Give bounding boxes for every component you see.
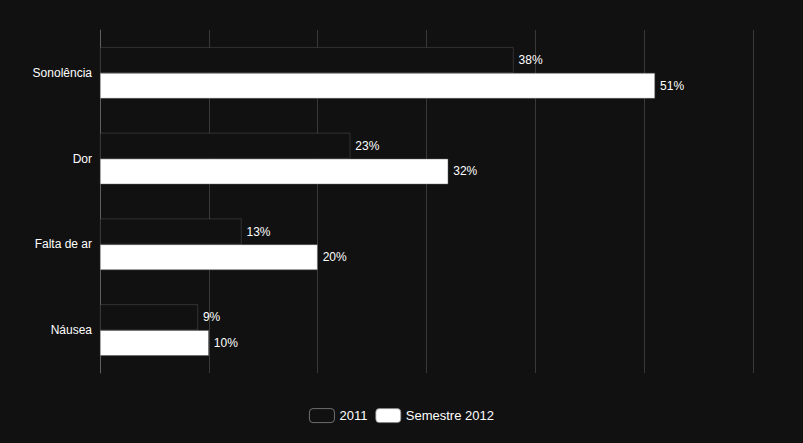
svg-text:2011: 2011 (339, 408, 367, 423)
svg-text:13%: 13% (246, 225, 270, 239)
svg-text:51%: 51% (660, 79, 684, 93)
svg-text:Falta de ar: Falta de ar (35, 237, 92, 251)
svg-text:23%: 23% (355, 139, 379, 153)
svg-text:Semestre 2012: Semestre 2012 (406, 408, 494, 423)
svg-text:10%: 10% (214, 336, 238, 350)
svg-text:20%: 20% (323, 250, 347, 264)
svg-text:Dor: Dor (73, 152, 92, 166)
svg-text:38%: 38% (519, 53, 543, 67)
svg-text:Sonolência: Sonolência (33, 66, 93, 80)
svg-text:Náusea: Náusea (51, 323, 93, 337)
svg-text:32%: 32% (453, 164, 477, 178)
svg-text:9%: 9% (203, 310, 221, 324)
